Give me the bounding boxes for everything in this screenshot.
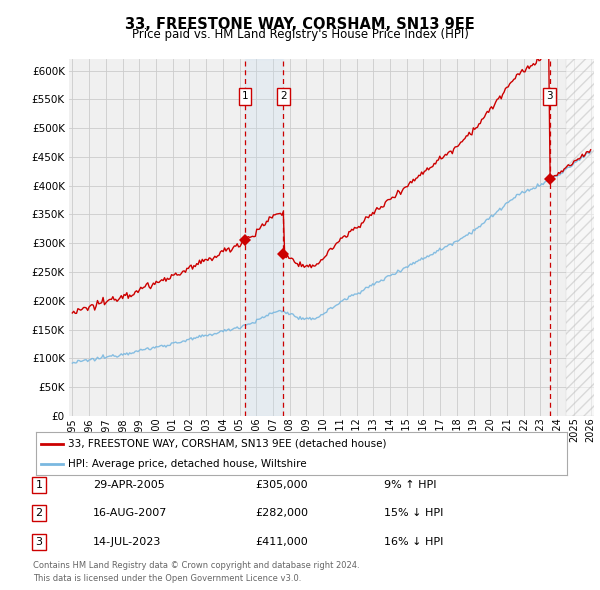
Bar [245, 59, 283, 416]
Text: 3: 3 [546, 91, 553, 101]
Text: Price paid vs. HM Land Registry's House Price Index (HPI): Price paid vs. HM Land Registry's House … [131, 28, 469, 41]
Text: This data is licensed under the Open Government Licence v3.0.: This data is licensed under the Open Gov… [33, 574, 301, 583]
Text: 9% ↑ HPI: 9% ↑ HPI [384, 480, 437, 490]
Text: 2: 2 [280, 91, 287, 101]
Text: £411,000: £411,000 [255, 537, 308, 546]
Text: Contains HM Land Registry data © Crown copyright and database right 2024.: Contains HM Land Registry data © Crown c… [33, 561, 359, 570]
Text: £305,000: £305,000 [255, 480, 308, 490]
Text: 1: 1 [242, 91, 248, 101]
Text: 15% ↓ HPI: 15% ↓ HPI [384, 509, 443, 518]
Text: £282,000: £282,000 [255, 509, 308, 518]
Text: 16% ↓ HPI: 16% ↓ HPI [384, 537, 443, 546]
Text: 2: 2 [35, 509, 43, 518]
Text: HPI: Average price, detached house, Wiltshire: HPI: Average price, detached house, Wilt… [68, 459, 307, 469]
Text: 1: 1 [35, 480, 43, 490]
Text: 33, FREESTONE WAY, CORSHAM, SN13 9EE (detached house): 33, FREESTONE WAY, CORSHAM, SN13 9EE (de… [68, 438, 386, 448]
Text: 16-AUG-2007: 16-AUG-2007 [93, 509, 167, 518]
Text: 3: 3 [35, 537, 43, 546]
Text: 33, FREESTONE WAY, CORSHAM, SN13 9EE: 33, FREESTONE WAY, CORSHAM, SN13 9EE [125, 17, 475, 31]
Text: 29-APR-2005: 29-APR-2005 [93, 480, 165, 490]
Text: 14-JUL-2023: 14-JUL-2023 [93, 537, 161, 546]
